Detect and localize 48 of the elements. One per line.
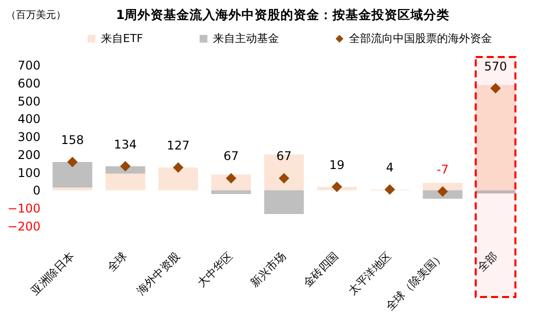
point: [120, 161, 131, 172]
x-tick-label: 新兴市场: [248, 250, 288, 290]
x-tick-label: 大中华区: [195, 250, 236, 290]
data-label: 4: [386, 160, 394, 175]
bar: [476, 190, 516, 194]
bar: [211, 174, 251, 190]
data-label: 570: [484, 59, 508, 74]
x-tick-label: 全球: [104, 250, 130, 274]
bar: [422, 182, 462, 190]
data-label: -7: [436, 162, 449, 176]
x-tick-label: 海外中资股: [134, 250, 182, 298]
y-tick-label: −100: [8, 202, 40, 216]
chart-title: 1周外资基金流入海外中资股的资金：按基金投资区域分类: [116, 7, 450, 22]
x-tick-label: 太平洋地区: [346, 250, 394, 298]
bar: [264, 190, 304, 214]
y-tick-label: 100: [18, 166, 40, 180]
bar: [52, 188, 92, 190]
point: [490, 83, 501, 94]
point: [384, 184, 396, 195]
text: （百万美元）: [6, 9, 66, 21]
point: [332, 182, 342, 192]
y-tick-label: 700: [18, 58, 40, 72]
y-tick-label: −200: [8, 220, 40, 234]
x-tick-label: 亚洲除日本: [28, 250, 77, 298]
y-tick-label: 200: [18, 148, 40, 162]
point: [437, 186, 448, 197]
y-tick-label: 300: [18, 130, 40, 144]
y-tick-label: 600: [18, 76, 40, 90]
x-tick-label: 金砖四国: [300, 250, 342, 290]
x-tick-label: 全部: [475, 250, 500, 274]
y-tick-label: 0: [32, 184, 40, 198]
bar: [158, 168, 198, 190]
data-label: 19: [329, 158, 345, 172]
bar: [106, 174, 146, 190]
y-tick-label: 500: [18, 94, 40, 108]
data-label: 67: [223, 149, 239, 164]
legend-label: 全部流向中国股票的海外资金: [349, 32, 492, 45]
bar: [211, 190, 251, 194]
data-label: 127: [166, 138, 190, 153]
data-label: 134: [114, 137, 137, 152]
point: [67, 156, 78, 168]
legend-label: 来自主动基金: [213, 32, 279, 45]
legend-label: 来自ETF: [101, 32, 143, 45]
data-label: 67: [276, 149, 292, 164]
bar: [52, 162, 92, 188]
y-tick-label: 400: [18, 112, 40, 126]
point: [172, 162, 184, 173]
data-label: 158: [60, 132, 84, 147]
